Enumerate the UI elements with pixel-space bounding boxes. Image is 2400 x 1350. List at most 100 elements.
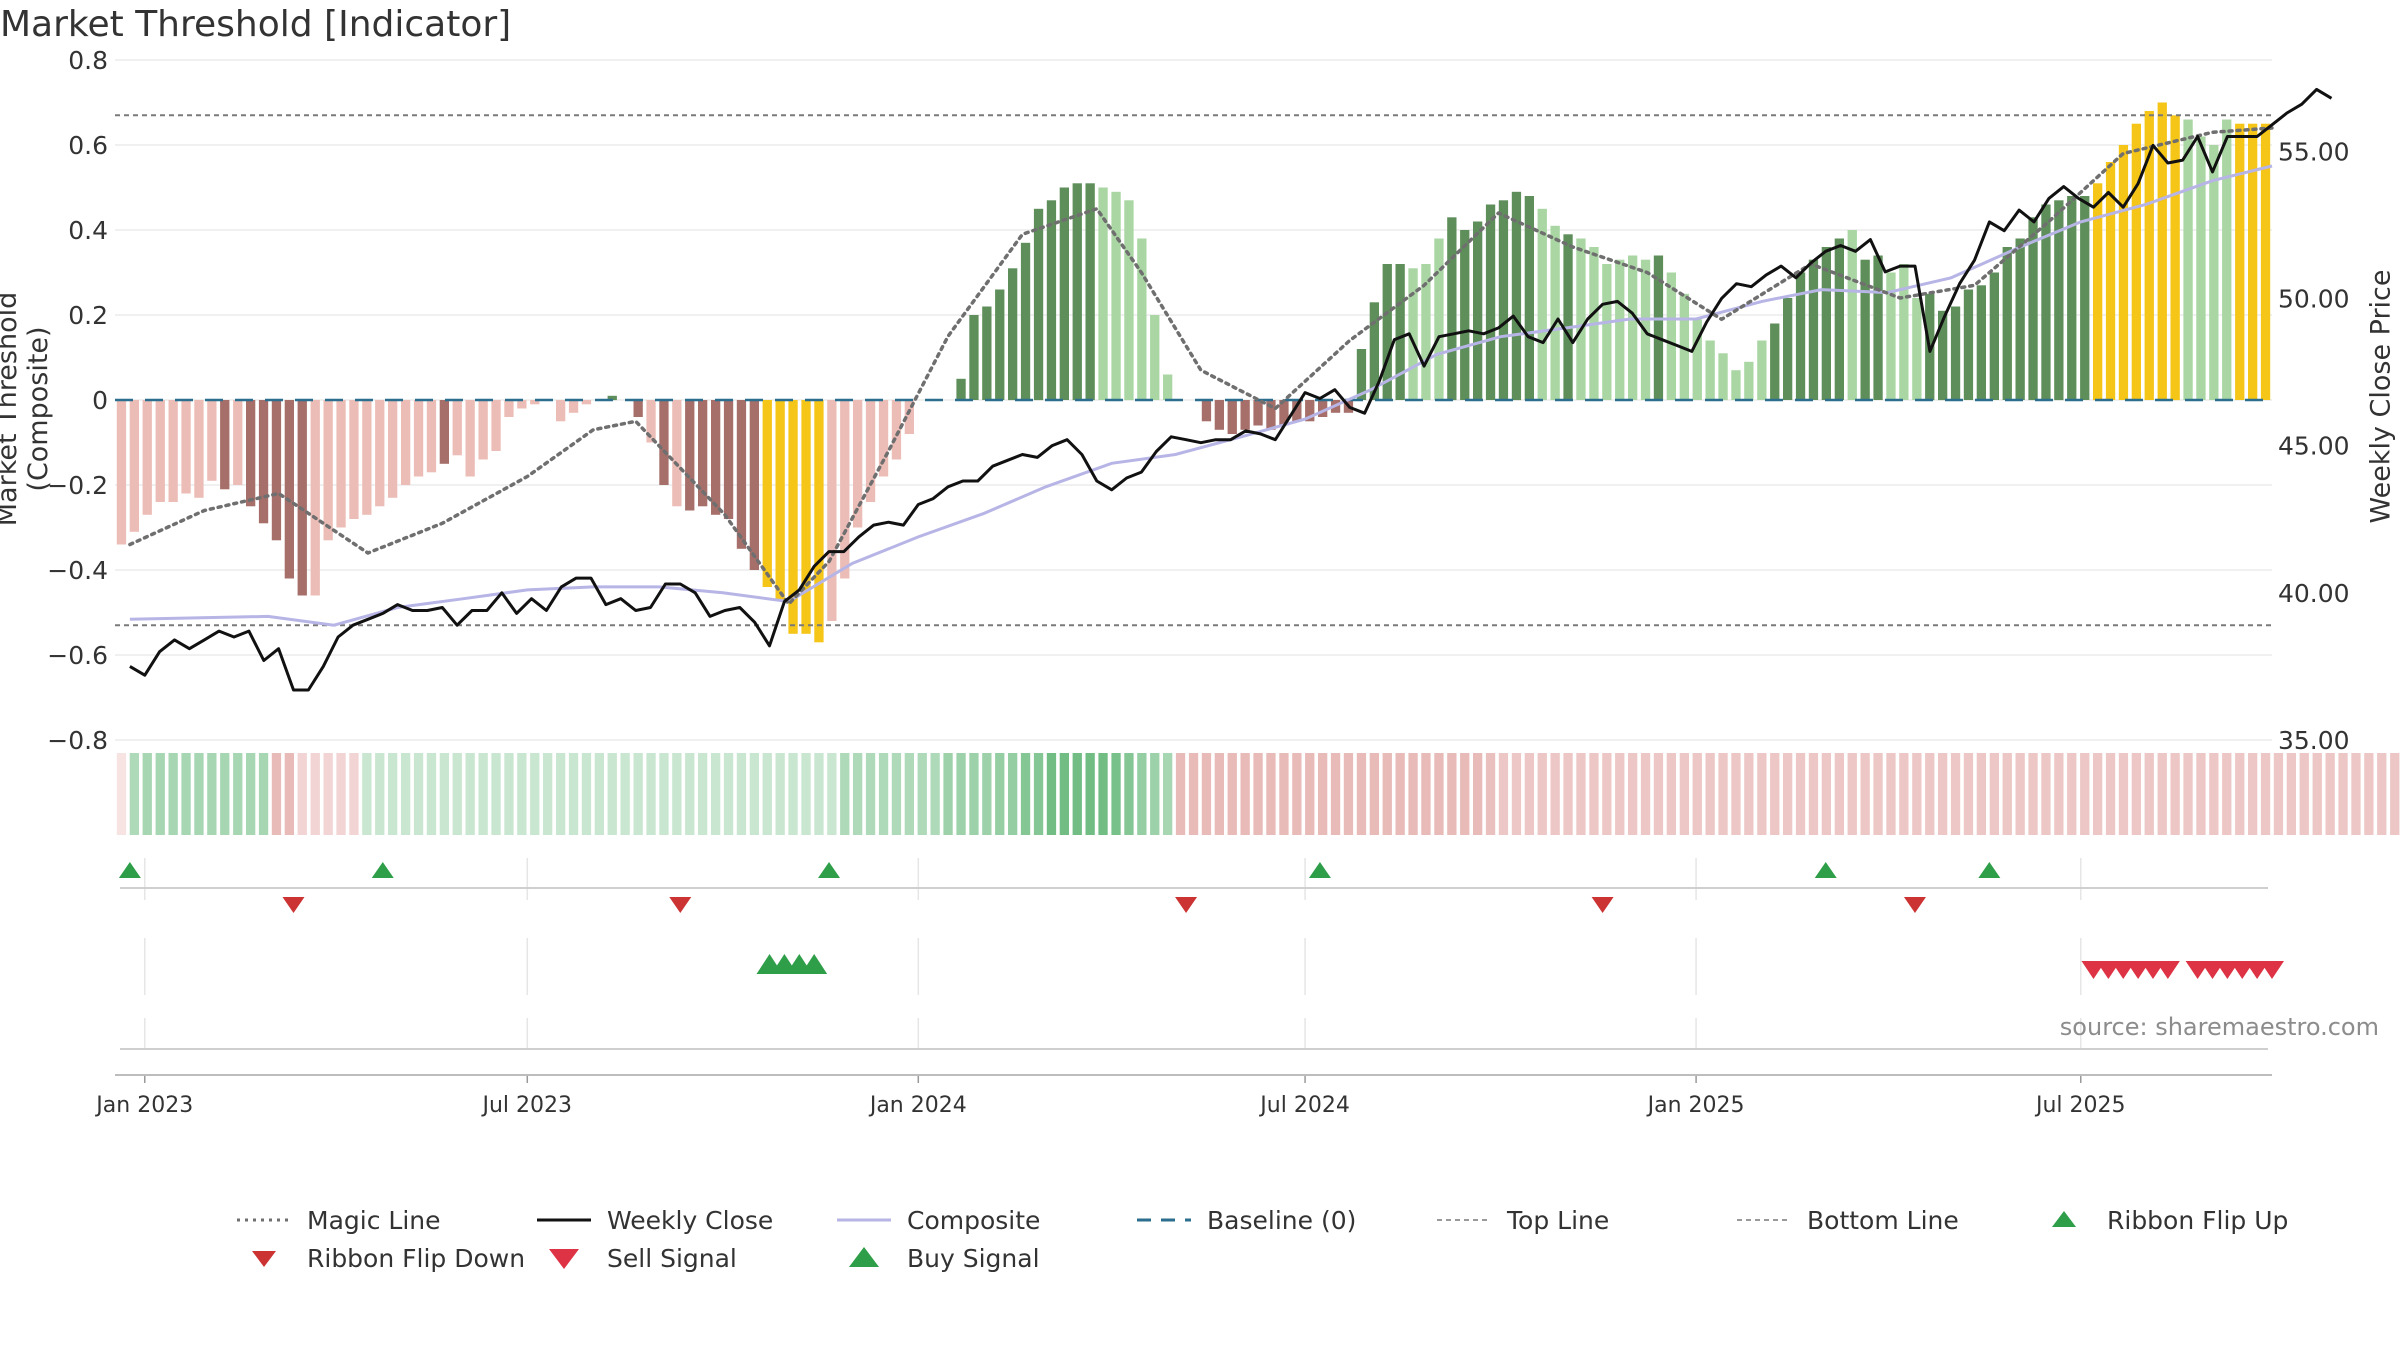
ribbon-cell — [762, 753, 772, 835]
threshold-bar — [517, 400, 527, 409]
threshold-bar — [969, 315, 979, 400]
threshold-bar — [1214, 400, 1224, 430]
ribbon-cell — [1847, 753, 1857, 835]
threshold-bar — [723, 400, 734, 519]
threshold-bar — [1059, 187, 1069, 400]
threshold-bar — [1085, 183, 1095, 401]
legend-label: Ribbon Flip Down — [307, 1243, 526, 1273]
ribbon-cell — [2002, 753, 2012, 835]
ribbon-cell — [2273, 753, 2284, 835]
threshold-bar — [556, 400, 566, 422]
threshold-bar — [568, 400, 579, 413]
ribbon-cell — [1821, 753, 1831, 835]
threshold-bar — [1705, 340, 1715, 400]
threshold-bar — [2235, 123, 2245, 400]
threshold-bar — [659, 400, 669, 485]
threshold-bar — [1137, 238, 1147, 400]
threshold-bar — [1305, 400, 1315, 422]
threshold-bar — [1020, 242, 1031, 400]
triangle-down-icon — [252, 1251, 276, 1267]
threshold-bar — [1460, 230, 1470, 400]
threshold-bar — [1744, 361, 1754, 401]
x-tick-label: Jul 2025 — [2034, 1093, 2126, 1118]
ribbon-flip-up-marker — [1978, 862, 2001, 878]
threshold-bar — [1550, 225, 1560, 401]
threshold-bar — [452, 400, 462, 456]
threshold-bar — [1421, 264, 1431, 400]
chart-title: Market Threshold [Indicator] — [0, 4, 512, 45]
ribbon-cell — [2041, 753, 2051, 835]
ribbon-cell — [1240, 753, 1250, 835]
ribbon-cell — [1524, 753, 1534, 835]
ribbon-cell — [775, 753, 785, 835]
threshold-bar — [504, 400, 514, 417]
threshold-bar — [1783, 298, 1793, 400]
threshold-bar — [1408, 268, 1418, 401]
ribbon-cell — [1395, 753, 1405, 835]
ribbon-cell — [917, 753, 927, 835]
threshold-bar — [1692, 319, 1702, 400]
threshold-bar — [297, 400, 307, 596]
sell-signal-marker — [2155, 961, 2180, 979]
threshold-bar — [1666, 272, 1676, 400]
ribbon-cell — [452, 753, 462, 835]
ribbon-cell — [2325, 753, 2335, 835]
ribbon-cell — [1576, 753, 1586, 835]
threshold-bar — [1938, 310, 1948, 401]
ribbon-cell — [1834, 753, 1844, 835]
threshold-bar — [2222, 119, 2232, 400]
threshold-bar — [840, 400, 850, 579]
threshold-bar — [129, 400, 139, 532]
threshold-bar — [413, 400, 424, 477]
ribbon-flip-up-marker — [371, 862, 394, 878]
x-tick-label: Jan 2024 — [868, 1093, 967, 1118]
ribbon-cell — [1795, 753, 1806, 835]
ribbon-cell — [1318, 753, 1328, 835]
ribbon-cell — [543, 753, 553, 835]
threshold-bar — [749, 400, 759, 570]
ribbon-cell — [943, 753, 953, 835]
ribbon-cell — [840, 753, 850, 835]
ribbon-cell — [827, 753, 837, 835]
ribbon-cell — [233, 753, 243, 835]
threshold-bar — [2144, 111, 2154, 400]
threshold-bar — [685, 400, 695, 511]
ribbon-cell — [2196, 753, 2206, 835]
signal-markers — [118, 862, 2284, 979]
ribbon-cell — [2015, 753, 2025, 835]
threshold-bar — [1860, 259, 1870, 400]
right-axis-label: Weekly Close Price — [2365, 269, 2397, 524]
threshold-bar — [2260, 123, 2271, 400]
ribbon-cell — [1408, 753, 1418, 835]
ribbon-cell — [517, 753, 527, 835]
threshold-bar — [1989, 272, 1999, 400]
threshold-bar — [1537, 208, 1547, 401]
ribbon-cell — [2248, 753, 2258, 835]
ribbon-cell — [401, 753, 411, 835]
ribbon-cell — [1201, 753, 1212, 835]
x-tick-label: Jul 2023 — [481, 1093, 573, 1118]
ribbon-cell — [194, 753, 204, 835]
threshold-bar — [2183, 119, 2193, 400]
threshold-bar — [1563, 234, 1573, 400]
ribbon-cell — [1292, 753, 1302, 835]
threshold-bar — [1653, 255, 1664, 400]
ribbon-cell — [1511, 753, 1522, 835]
ribbon-cell — [1873, 753, 1883, 835]
ribbon-cell — [1666, 753, 1676, 835]
threshold-bar — [426, 400, 437, 473]
threshold-bar — [1292, 400, 1302, 422]
threshold-bar — [1279, 400, 1289, 426]
ribbon-cell — [2377, 753, 2387, 835]
ribbon-cell — [2105, 753, 2116, 835]
ribbon-cell — [878, 753, 889, 835]
threshold-bar — [1447, 217, 1457, 401]
threshold-bar — [2054, 200, 2064, 401]
axes: 0.8 0.6 0.4 0.2 0 −0.2 −0.4 −0.6 −0.8 55.00 50.00 4… — [47, 46, 2349, 1118]
threshold-bar — [1912, 298, 1922, 400]
ribbon-flip-up-marker — [818, 862, 841, 878]
ribbon-cell — [1059, 753, 1069, 835]
ribbon-cell — [297, 753, 307, 835]
threshold-bar — [2041, 204, 2051, 400]
ribbon-cell — [1912, 753, 1922, 835]
